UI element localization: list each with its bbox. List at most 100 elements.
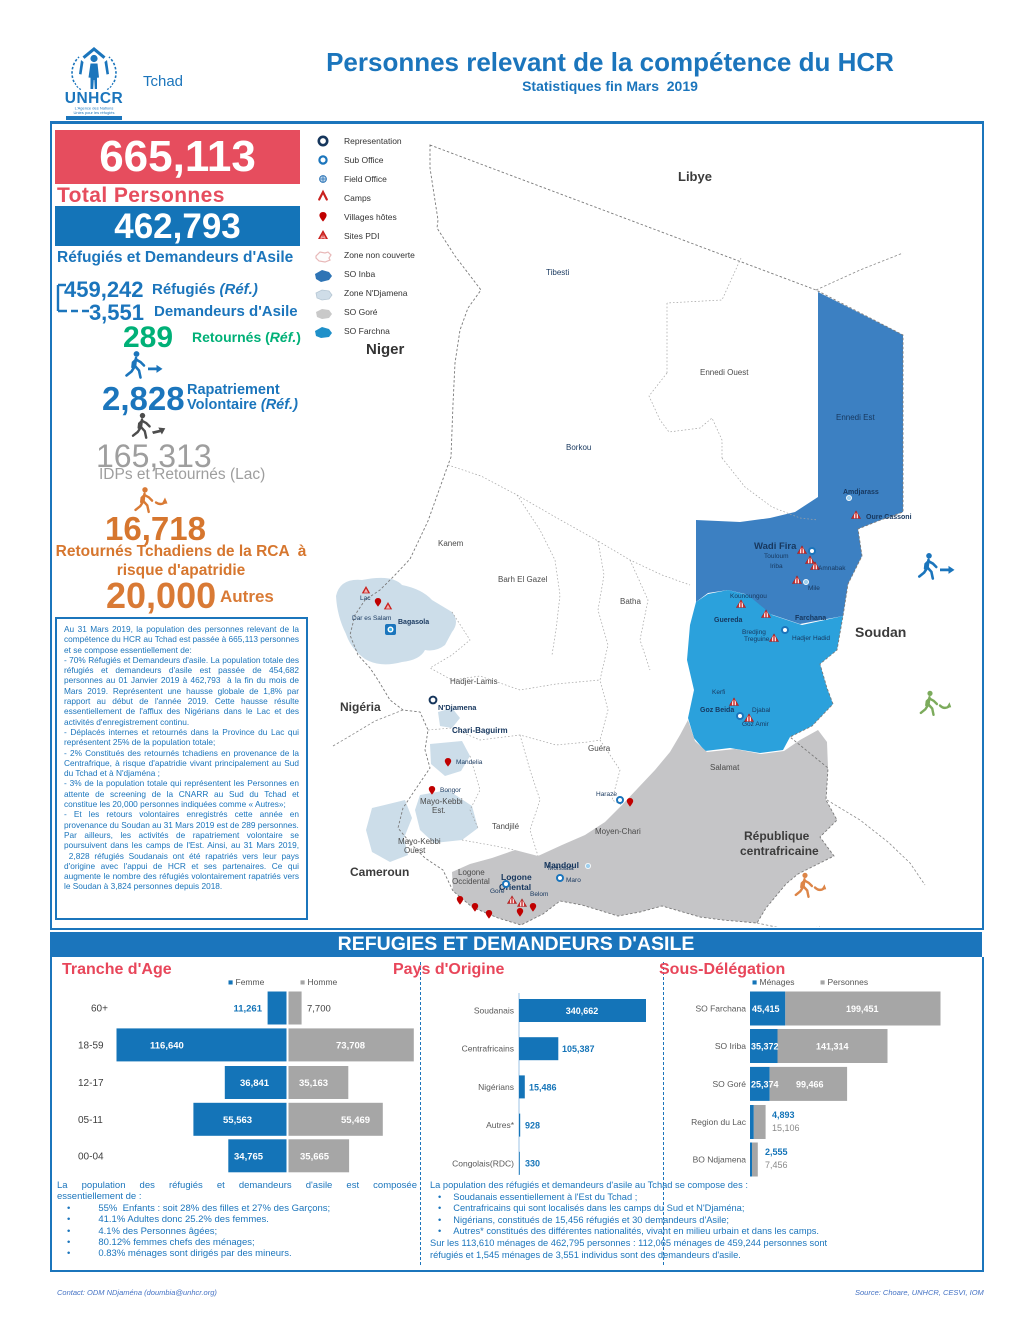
svg-text:Villages hôtes: Villages hôtes — [344, 212, 397, 222]
svg-text:Congolais(RDC): Congolais(RDC) — [452, 1158, 514, 1168]
svg-text:Est.: Est. — [432, 806, 446, 815]
svg-text:Bredjing: Bredjing — [742, 629, 766, 636]
svg-text:12-17: 12-17 — [78, 1078, 104, 1089]
svg-text:55,563: 55,563 — [223, 1115, 252, 1126]
svg-text:centrafricaine: centrafricaine — [740, 844, 819, 858]
svg-text:Goz Amir: Goz Amir — [742, 721, 770, 728]
svg-text:Salamat: Salamat — [710, 763, 740, 772]
svg-text:Mayo-Kebbi: Mayo-Kebbi — [398, 837, 441, 846]
svg-text:15,106: 15,106 — [772, 1123, 800, 1133]
svg-text:Kanem: Kanem — [438, 539, 464, 548]
svg-text:Goz Beida: Goz Beida — [700, 707, 734, 714]
svg-text:05-11: 05-11 — [78, 1115, 103, 1126]
svg-text:Dar es Salam: Dar es Salam — [352, 615, 391, 622]
svg-text:7,456: 7,456 — [765, 1160, 788, 1170]
svg-text:Camps: Camps — [344, 193, 371, 203]
svg-text:2,555: 2,555 — [765, 1147, 788, 1157]
svg-text:Djabal: Djabal — [752, 707, 771, 714]
svg-text:L'Agence des Nations: L'Agence des Nations — [75, 106, 114, 111]
svg-text:UNHCR: UNHCR — [65, 90, 123, 107]
svg-text:Region du Lac: Region du Lac — [691, 1117, 747, 1127]
svg-text:Guereda: Guereda — [714, 617, 743, 624]
svg-text:25,374: 25,374 — [751, 1079, 779, 1089]
svg-text:Goré: Goré — [490, 888, 505, 895]
svg-text:N'Djamena: N'Djamena — [438, 703, 477, 712]
svg-text:Hadjer-Lamis: Hadjer-Lamis — [450, 677, 498, 686]
svg-text:Oriental: Oriental — [499, 882, 531, 892]
svg-text:Chari-Baguirm: Chari-Baguirm — [452, 726, 508, 735]
svg-text:34,765: 34,765 — [234, 1152, 264, 1163]
svg-text:Wadi Fira: Wadi Fira — [754, 541, 797, 552]
svg-text:SO Iriba: SO Iriba — [715, 1041, 746, 1051]
svg-text:Ouest: Ouest — [404, 846, 426, 855]
svg-text:Tibesti: Tibesti — [546, 268, 569, 277]
svg-text:Logone: Logone — [458, 868, 485, 877]
svg-text:Belom: Belom — [530, 891, 548, 898]
svg-text:Unies pour les réfugiés: Unies pour les réfugiés — [74, 110, 115, 115]
svg-text:SO Goré: SO Goré — [344, 307, 378, 317]
svg-text:Amnabak: Amnabak — [818, 565, 846, 572]
svg-text:Zone N'Djamena: Zone N'Djamena — [344, 288, 408, 298]
svg-text:4,893: 4,893 — [772, 1110, 795, 1120]
svg-text:SO Farchana: SO Farchana — [695, 1004, 746, 1014]
svg-text:35,372: 35,372 — [751, 1042, 779, 1052]
svg-text:Nigéria: Nigéria — [340, 700, 381, 714]
svg-text:55,469: 55,469 — [341, 1115, 370, 1126]
svg-text:Representation: Representation — [344, 136, 402, 146]
svg-text:340,662: 340,662 — [566, 1006, 599, 1016]
svg-text:73,708: 73,708 — [336, 1041, 365, 1052]
svg-text:Occidental: Occidental — [452, 877, 490, 886]
svg-text:35,163: 35,163 — [299, 1078, 328, 1089]
svg-text:11,261: 11,261 — [233, 1004, 262, 1015]
svg-text:SO Farchna: SO Farchna — [344, 326, 390, 336]
svg-text:Ennedi Ouest: Ennedi Ouest — [700, 368, 749, 377]
svg-text:Sub Office: Sub Office — [344, 155, 384, 165]
svg-text:SO Goré: SO Goré — [712, 1079, 746, 1089]
svg-text:Touloum: Touloum — [764, 553, 789, 560]
svg-text:99,466: 99,466 — [796, 1079, 824, 1089]
svg-text:928: 928 — [525, 1121, 540, 1131]
svg-text:Centrafricains: Centrafricains — [462, 1044, 514, 1054]
svg-text:Mile: Mile — [808, 585, 820, 592]
svg-text:Kounoungou: Kounoungou — [730, 593, 767, 600]
svg-text:Tandjilé: Tandjilé — [492, 822, 520, 831]
svg-text:Kerfi: Kerfi — [712, 689, 725, 696]
svg-text:République: République — [744, 829, 810, 843]
svg-text:60+: 60+ — [91, 1004, 108, 1015]
svg-text:Bongor: Bongor — [440, 787, 462, 794]
svg-text:Libye: Libye — [678, 169, 712, 184]
svg-text:Field Office: Field Office — [344, 174, 387, 184]
svg-text:45,415: 45,415 — [752, 1004, 780, 1014]
svg-text:Hadjer Hadid: Hadjer Hadid — [792, 635, 830, 642]
svg-text:Barh El Gazel: Barh El Gazel — [498, 575, 548, 584]
svg-text:BO Ndjamena: BO Ndjamena — [693, 1155, 747, 1165]
svg-text:Mayo-Kebbi: Mayo-Kebbi — [420, 797, 463, 806]
svg-text:Moyen-Chari: Moyen-Chari — [595, 827, 641, 836]
svg-text:Soudanais: Soudanais — [474, 1006, 514, 1016]
svg-text:Nigérians: Nigérians — [478, 1082, 514, 1092]
svg-text:00-04: 00-04 — [78, 1152, 104, 1163]
svg-text:Sites PDI: Sites PDI — [344, 231, 379, 241]
svg-text:Zone non couverte: Zone non couverte — [344, 250, 415, 260]
svg-text:Amdjarass: Amdjarass — [843, 489, 879, 496]
svg-text:Moissala: Moissala — [548, 865, 574, 872]
svg-text:15,486: 15,486 — [529, 1082, 557, 1092]
svg-text:Iriba: Iriba — [770, 563, 783, 570]
svg-text:141,314: 141,314 — [816, 1042, 849, 1052]
svg-text:Batha: Batha — [620, 597, 641, 606]
svg-text:Ennedi Est: Ennedi Est — [836, 413, 875, 422]
svg-text:Lac: Lac — [360, 595, 371, 602]
svg-text:18-59: 18-59 — [78, 1041, 104, 1052]
svg-text:105,387: 105,387 — [562, 1044, 595, 1054]
svg-text:7,700: 7,700 — [307, 1004, 331, 1015]
svg-text:Soudan: Soudan — [855, 624, 906, 640]
svg-text:116,640: 116,640 — [150, 1041, 184, 1052]
svg-text:Bagasola: Bagasola — [398, 619, 429, 626]
svg-text:35,665: 35,665 — [300, 1152, 330, 1163]
svg-text:SO Inba: SO Inba — [344, 269, 375, 279]
svg-text:Guéra: Guéra — [588, 744, 611, 753]
svg-text:Mandoul: Mandoul — [544, 860, 579, 870]
svg-text:Oure Cassoni: Oure Cassoni — [866, 514, 912, 521]
svg-text:Haraze: Haraze — [596, 791, 617, 798]
svg-text:Treguine: Treguine — [744, 636, 770, 643]
